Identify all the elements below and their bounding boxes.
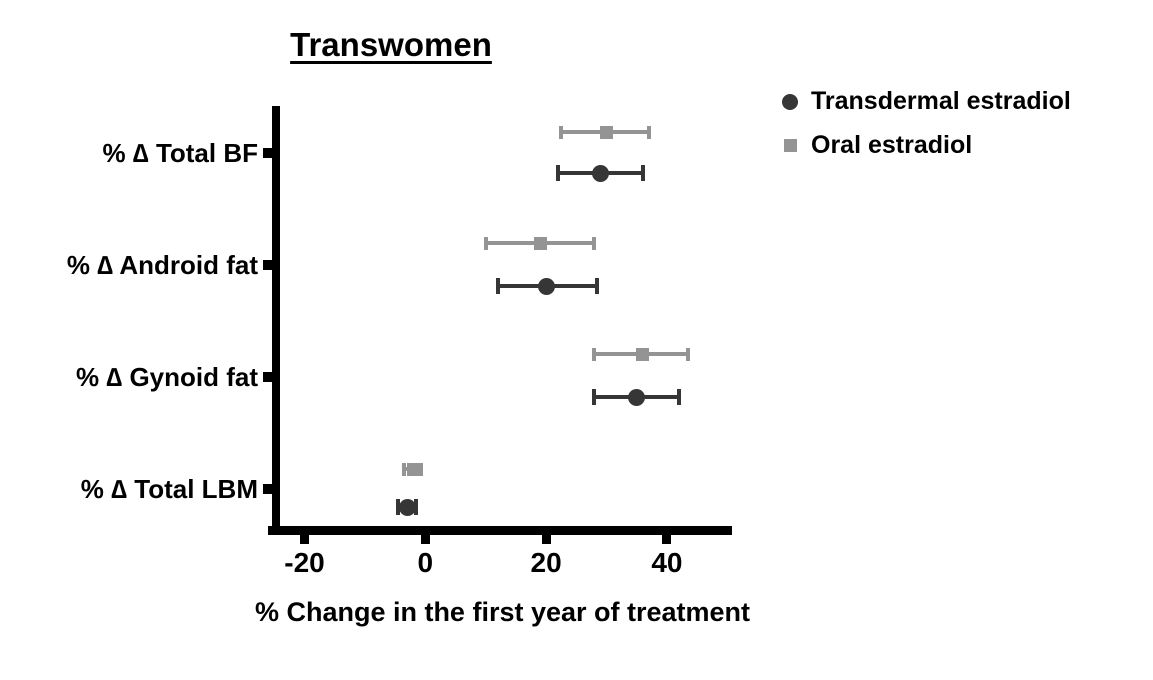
x-axis-line	[268, 526, 732, 535]
x-tick	[420, 535, 430, 544]
error-bar-cap-left	[495, 278, 500, 294]
legend-label-transdermal: Transdermal estradiol	[811, 87, 1071, 115]
x-tick-label: 0	[417, 547, 434, 578]
data-point-marker	[537, 277, 555, 295]
error-bar-cap-right	[419, 462, 424, 476]
error-bar-cap-left	[395, 499, 400, 515]
y-axis-line	[272, 106, 280, 535]
error-bar-cap-right	[686, 347, 691, 361]
error-bar-cap-left	[483, 236, 488, 250]
x-tick-label: 40	[651, 547, 683, 578]
legend-label-oral: Oral estradiol	[811, 131, 973, 159]
category-label: % ∆ Total BF	[102, 138, 258, 168]
chart-title: Transwomen	[290, 26, 492, 63]
legend: Transdermal estradiol Oral estradiol	[780, 85, 1071, 173]
legend-square-icon	[783, 139, 797, 152]
category-label: % ∆ Android fat	[66, 250, 258, 280]
data-point-marker	[533, 236, 547, 250]
x-axis-title: % Change in the first year of treatment	[254, 597, 751, 627]
data-point-marker	[636, 347, 650, 361]
legend-marker-box	[780, 93, 800, 110]
x-tick	[300, 535, 309, 544]
data-point-marker	[406, 462, 420, 476]
x-tick	[662, 535, 672, 544]
error-bar-cap-right	[640, 165, 645, 181]
legend-item-oral: Oral estradiol	[780, 129, 1071, 162]
data-point-marker	[591, 164, 609, 182]
legend-item-transdermal: Transdermal estradiol	[780, 85, 1071, 118]
error-bar-cap-right	[646, 125, 651, 139]
legend-circle-icon	[782, 93, 798, 110]
error-bar-cap-left	[592, 347, 597, 361]
category-label: % ∆ Gynoid fat	[75, 362, 258, 392]
y-tick	[263, 484, 272, 494]
data-point-marker	[398, 498, 416, 516]
y-tick	[263, 260, 272, 270]
error-bar-cap-left	[559, 125, 564, 139]
x-tick-label: -20	[284, 547, 325, 578]
y-tick	[263, 148, 272, 158]
x-tick-label: 20	[530, 547, 562, 578]
error-bar-cap-right	[676, 389, 681, 405]
error-bar-cap-left	[556, 165, 561, 181]
x-tick	[541, 535, 551, 544]
legend-marker-box	[780, 139, 800, 152]
error-bar-cap-left	[402, 462, 407, 476]
error-bar-cap-right	[592, 236, 597, 250]
category-label: % ∆ Total LBM	[80, 474, 258, 504]
data-point-marker	[628, 388, 646, 406]
y-tick	[263, 372, 272, 382]
error-bar-cap-right	[595, 278, 600, 294]
data-point-marker	[600, 125, 613, 139]
error-bar-cap-left	[592, 389, 597, 405]
